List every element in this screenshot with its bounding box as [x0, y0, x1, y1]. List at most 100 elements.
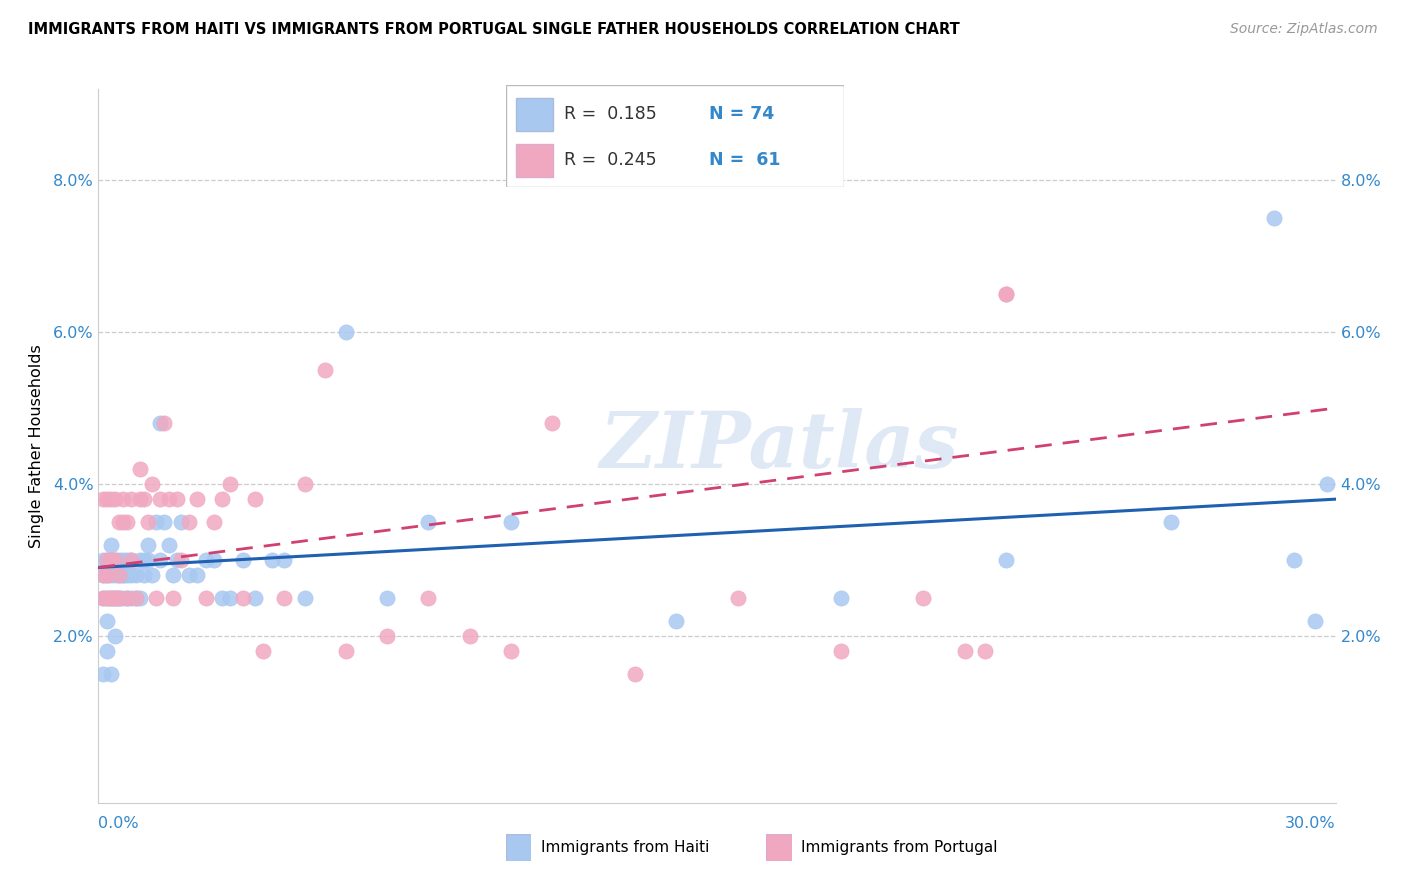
Point [499, 515, 522, 529]
Point [294, 477, 316, 491]
Point [912, 591, 935, 605]
Point [104, 492, 127, 507]
Point [260, 553, 283, 567]
Point [1160, 515, 1182, 529]
Point [1284, 553, 1306, 567]
Point [141, 477, 163, 491]
Point [335, 325, 357, 339]
Point [100, 591, 122, 605]
Point [179, 515, 201, 529]
Point [136, 515, 159, 529]
Point [120, 492, 142, 507]
Point [96, 553, 118, 567]
Point [166, 553, 188, 567]
Point [104, 591, 127, 605]
Point [186, 568, 208, 582]
Point [145, 591, 167, 605]
Text: Immigrants from Portugal: Immigrants from Portugal [801, 840, 998, 855]
Point [665, 614, 688, 628]
Point [96, 614, 118, 628]
Point [120, 553, 142, 567]
Point [994, 287, 1017, 301]
Point [994, 553, 1017, 567]
Point [186, 492, 208, 507]
Point [100, 538, 122, 552]
Point [375, 591, 398, 605]
Point [541, 416, 564, 430]
Point [104, 591, 127, 605]
Point [314, 363, 336, 377]
Point [830, 591, 852, 605]
FancyBboxPatch shape [506, 85, 844, 187]
Point [162, 591, 184, 605]
Point [132, 492, 155, 507]
Point [96, 591, 118, 605]
Point [149, 553, 172, 567]
Point [117, 568, 139, 582]
Point [202, 515, 225, 529]
Point [112, 568, 135, 582]
Point [96, 553, 118, 567]
Text: 0.0%: 0.0% [98, 816, 139, 831]
Text: N = 74: N = 74 [709, 105, 773, 123]
Point [117, 591, 139, 605]
Point [120, 568, 142, 582]
Point [96, 568, 118, 582]
Point [96, 492, 118, 507]
Point [124, 591, 146, 605]
FancyBboxPatch shape [506, 834, 531, 861]
Point [91, 568, 114, 582]
Point [170, 515, 193, 529]
Point [157, 492, 180, 507]
Point [499, 644, 522, 658]
Point [120, 553, 142, 567]
Point [211, 591, 233, 605]
Point [219, 477, 242, 491]
Point [104, 591, 127, 605]
Point [91, 492, 114, 507]
Point [128, 591, 150, 605]
Point [194, 591, 217, 605]
Point [157, 538, 180, 552]
Point [202, 553, 225, 567]
Point [100, 492, 122, 507]
FancyBboxPatch shape [766, 834, 792, 861]
Text: IMMIGRANTS FROM HAITI VS IMMIGRANTS FROM PORTUGAL SINGLE FATHER HOUSEHOLDS CORRE: IMMIGRANTS FROM HAITI VS IMMIGRANTS FROM… [28, 22, 960, 37]
FancyBboxPatch shape [516, 145, 554, 177]
FancyBboxPatch shape [516, 98, 554, 131]
Point [418, 515, 440, 529]
Point [153, 515, 176, 529]
Point [219, 591, 242, 605]
Point [91, 591, 114, 605]
Point [128, 553, 150, 567]
Point [100, 568, 122, 582]
Text: Source: ZipAtlas.com: Source: ZipAtlas.com [1230, 22, 1378, 37]
Point [153, 416, 176, 430]
Point [124, 568, 146, 582]
Text: Immigrants from Haiti: Immigrants from Haiti [541, 840, 710, 855]
Point [994, 287, 1017, 301]
Point [830, 644, 852, 658]
Point [974, 644, 997, 658]
Point [96, 591, 118, 605]
Point [623, 666, 645, 681]
Point [418, 591, 440, 605]
Point [273, 553, 295, 567]
Point [108, 591, 131, 605]
Point [112, 515, 135, 529]
Point [141, 568, 163, 582]
Point [170, 553, 193, 567]
Point [120, 591, 142, 605]
Point [104, 553, 127, 567]
Point [953, 644, 976, 658]
Point [1303, 614, 1326, 628]
Point [128, 492, 150, 507]
Point [252, 644, 274, 658]
Point [162, 568, 184, 582]
Point [136, 538, 159, 552]
Point [117, 591, 139, 605]
Text: ZIPatlas: ZIPatlas [599, 408, 959, 484]
Point [96, 568, 118, 582]
Point [243, 591, 266, 605]
Point [1316, 477, 1339, 491]
